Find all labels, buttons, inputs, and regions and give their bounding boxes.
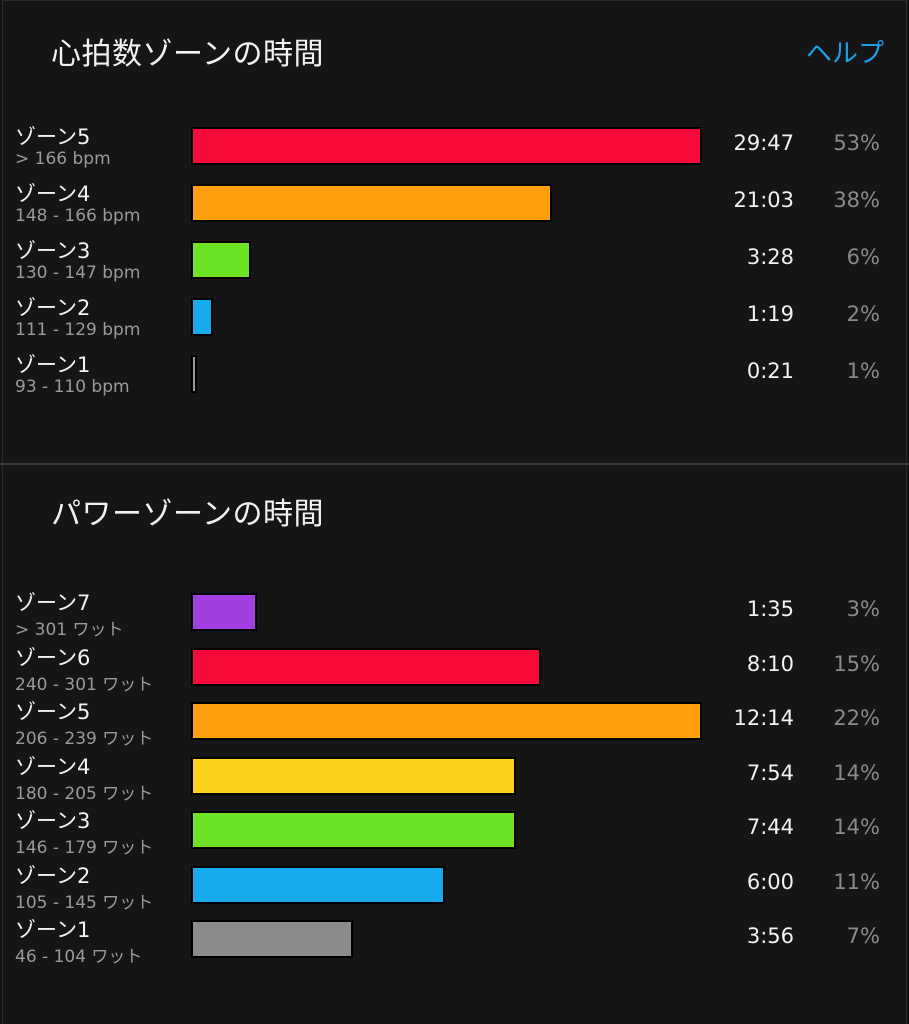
zone-row: ゾーン3 130 - 147 bpm 3:28 6% — [3, 239, 906, 297]
zone-bar[interactable] — [191, 647, 541, 686]
help-link[interactable]: ヘルプ — [805, 39, 884, 69]
zone-time: 3:56 — [746, 924, 794, 948]
zone-row: ゾーン2 111 - 129 bpm 1:19 2% — [3, 296, 906, 354]
zone-bar[interactable] — [191, 298, 213, 336]
zone-name: ゾーン5 — [15, 700, 91, 724]
zone-time: 12:14 — [733, 706, 794, 730]
zone-row: ゾーン7 > 301 ワット 1:35 3% — [3, 591, 906, 649]
zone-bar[interactable] — [191, 756, 516, 795]
zone-row: ゾーン4 180 - 205 ワット 7:54 14% — [3, 755, 906, 813]
zone-percent: 2% — [846, 302, 880, 326]
zone-range: 111 - 129 bpm — [15, 320, 141, 340]
zone-row: ゾーン2 105 - 145 ワット 6:00 11% — [3, 864, 906, 922]
zone-row: ゾーン1 93 - 110 bpm 0:21 1% — [3, 353, 906, 411]
zone-time: 3:28 — [746, 245, 794, 269]
zone-time: 6:00 — [746, 869, 794, 894]
zone-row: ゾーン6 240 - 301 ワット 8:10 15% — [3, 646, 906, 704]
power-zone-title: パワーゾーンの時間 — [51, 497, 324, 532]
zone-range: 206 - 239 ワット — [15, 729, 154, 749]
zone-percent: 6% — [846, 245, 880, 269]
zone-percent: 15% — [833, 651, 880, 676]
zone-bar[interactable] — [191, 241, 251, 279]
zone-percent: 53% — [833, 131, 880, 155]
zone-row: ゾーン5 206 - 239 ワット 12:14 22% — [3, 700, 906, 758]
zone-bar[interactable] — [191, 593, 257, 631]
zone-percent: 7% — [846, 924, 880, 948]
zone-percent: 22% — [833, 706, 880, 730]
zone-bar[interactable] — [191, 127, 702, 165]
zone-bar[interactable] — [191, 865, 445, 904]
zone-range: 93 - 110 bpm — [15, 377, 130, 397]
zone-bar[interactable] — [191, 920, 353, 958]
zone-time: 8:10 — [746, 651, 794, 676]
zone-row: ゾーン3 146 - 179 ワット 7:44 14% — [3, 809, 906, 867]
zone-range: 180 - 205 ワット — [15, 783, 154, 804]
zone-percent: 14% — [833, 760, 880, 785]
section-divider — [0, 463, 909, 465]
zone-bar[interactable] — [191, 355, 197, 393]
zone-time: 7:54 — [746, 760, 794, 785]
zone-name: ゾーン3 — [15, 809, 91, 833]
zone-time: 0:21 — [746, 359, 794, 383]
zone-time: 29:47 — [733, 131, 794, 155]
zone-range: 130 - 147 bpm — [15, 263, 141, 283]
zone-row: ゾーン5 > 166 bpm 29:47 53% — [3, 125, 906, 183]
zone-time: 1:35 — [746, 597, 794, 621]
zone-range: 146 - 179 ワット — [15, 838, 154, 858]
zone-name: ゾーン2 — [15, 296, 91, 320]
zone-range: > 301 ワット — [15, 620, 124, 640]
zone-name: ゾーン4 — [15, 182, 91, 206]
zone-row: ゾーン4 148 - 166 bpm 21:03 38% — [3, 182, 906, 240]
zone-percent: 3% — [846, 597, 880, 621]
zone-name: ゾーン1 — [15, 918, 91, 942]
zone-percent: 14% — [833, 815, 880, 839]
zone-bar[interactable] — [191, 702, 702, 740]
zone-name: ゾーン3 — [15, 239, 91, 263]
zone-range: 46 - 104 ワット — [15, 947, 143, 967]
zone-bar[interactable] — [191, 811, 516, 849]
zone-range: > 166 bpm — [15, 149, 111, 169]
zone-percent: 38% — [833, 188, 880, 212]
zone-range: 148 - 166 bpm — [15, 206, 141, 226]
zone-range: 240 - 301 ワット — [15, 674, 154, 695]
zone-name: ゾーン4 — [15, 754, 91, 779]
zone-percent: 11% — [833, 869, 880, 894]
power-zone-card: パワーゾーンの時間 ゾーン7 > 301 ワット 1:35 3% ゾーン6 240 - 3… — [2, 465, 907, 1024]
zone-name: ゾーン6 — [15, 645, 91, 670]
zone-bar[interactable] — [191, 184, 552, 222]
zone-time: 21:03 — [733, 188, 794, 212]
zone-range: 105 - 145 ワット — [15, 892, 154, 913]
heart-rate-zone-card: 心拍数ゾーンの時間 ヘルプ ゾーン5 > 166 bpm 29:47 53% ゾーン4 1… — [2, 0, 907, 464]
heart-rate-zone-title: 心拍数ゾーンの時間 — [51, 37, 324, 72]
zone-percent: 1% — [846, 359, 880, 383]
zone-name: ゾーン5 — [15, 125, 91, 149]
zone-time: 1:19 — [746, 302, 794, 326]
zone-time: 7:44 — [746, 815, 794, 839]
zone-name: ゾーン1 — [15, 353, 91, 377]
zone-name: ゾーン2 — [15, 863, 91, 888]
zone-row: ゾーン1 46 - 104 ワット 3:56 7% — [3, 918, 906, 976]
zone-name: ゾーン7 — [15, 591, 91, 615]
